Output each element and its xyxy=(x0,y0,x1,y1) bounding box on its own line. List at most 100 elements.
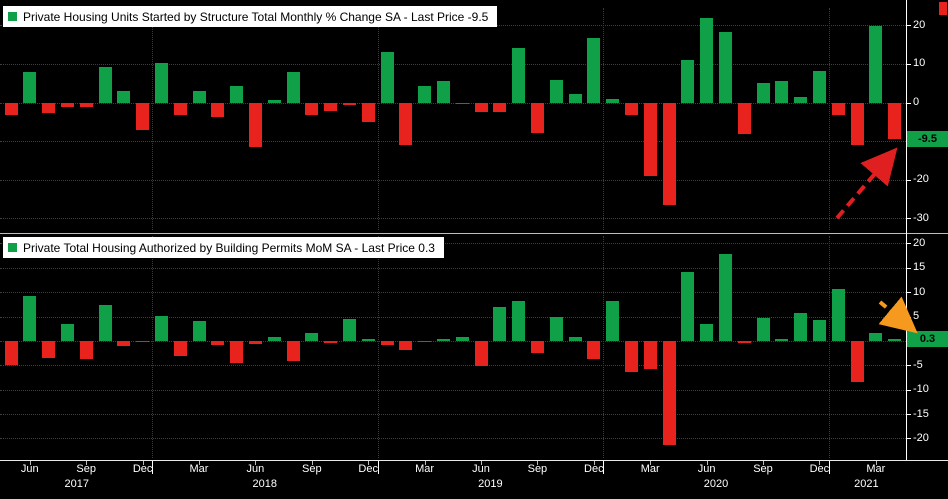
bar xyxy=(737,340,751,344)
y-tick xyxy=(907,292,911,294)
year-label: 2021 xyxy=(854,478,879,490)
y-tick xyxy=(907,414,911,416)
bar xyxy=(173,102,187,116)
bar xyxy=(850,102,864,146)
x-tick-label: Dec xyxy=(358,463,378,475)
x-tick-label: Mar xyxy=(866,463,886,475)
x-tick xyxy=(255,461,257,465)
bar xyxy=(23,296,37,341)
bar xyxy=(136,340,150,343)
bar xyxy=(324,102,338,111)
h-gridline xyxy=(0,218,906,220)
bar xyxy=(42,102,56,113)
bar xyxy=(474,102,488,113)
bar xyxy=(117,340,131,346)
bar xyxy=(850,340,864,383)
h-gridline xyxy=(0,389,906,391)
permits-legend-square-icon xyxy=(8,243,17,252)
bar xyxy=(812,320,826,341)
y-tick-label: -20 xyxy=(913,431,929,444)
permits-title: Private Total Housing Authorized by Buil… xyxy=(23,240,435,255)
x-axis-line xyxy=(0,460,948,461)
y-tick xyxy=(907,243,911,245)
x-tick-label: Sep xyxy=(753,463,773,475)
h-gridline xyxy=(0,267,906,269)
h-gridline xyxy=(0,179,906,181)
y-tick-label: 20 xyxy=(913,18,926,31)
h-gridline xyxy=(0,63,906,65)
bar xyxy=(455,102,469,105)
bar xyxy=(173,340,187,357)
bar xyxy=(192,320,206,341)
x-tick xyxy=(481,461,482,465)
bar xyxy=(154,316,168,341)
x-tick xyxy=(593,461,595,465)
bar xyxy=(737,102,751,134)
h-gridline xyxy=(0,243,906,245)
bar xyxy=(98,67,112,103)
x-tick xyxy=(424,461,426,465)
bar xyxy=(380,52,394,103)
bar xyxy=(380,340,394,345)
bar xyxy=(286,71,300,103)
x-tick xyxy=(819,461,821,465)
bar xyxy=(775,81,789,103)
bar xyxy=(42,340,56,358)
bar xyxy=(79,102,93,108)
panel-separator xyxy=(0,233,948,234)
h-gridline xyxy=(0,292,906,294)
bar xyxy=(624,102,638,115)
year-label: 2020 xyxy=(703,478,729,490)
starts-last-price-badge: -9.5 xyxy=(907,131,948,148)
bar xyxy=(305,102,319,116)
bar xyxy=(211,102,225,118)
bar xyxy=(248,340,262,345)
year-gridline xyxy=(152,8,153,230)
permits-title-box[interactable]: Private Total Housing Authorized by Buil… xyxy=(3,237,444,258)
bar xyxy=(775,339,789,341)
starts-title: Private Housing Units Started by Structu… xyxy=(23,9,489,24)
x-tick xyxy=(706,461,708,465)
top-right-red-marker xyxy=(939,2,947,15)
bar xyxy=(436,80,450,103)
bar xyxy=(60,102,74,107)
bar xyxy=(756,317,770,341)
bar xyxy=(530,102,544,134)
bar xyxy=(549,316,563,341)
x-tick-label: Dec xyxy=(809,463,830,475)
h-gridline xyxy=(0,141,906,143)
bar xyxy=(248,102,262,147)
y-tick-label: 10 xyxy=(913,285,926,298)
bar xyxy=(794,312,808,341)
y-tick-label: -20 xyxy=(913,173,929,186)
x-tick-label: Dec xyxy=(584,463,604,475)
bar xyxy=(643,102,657,176)
bar xyxy=(888,339,902,341)
h-gridline xyxy=(0,102,906,104)
bar xyxy=(192,91,206,103)
y-tick xyxy=(907,63,911,65)
bar xyxy=(888,102,902,140)
h-gridline xyxy=(0,414,906,416)
y-tick-label: 10 xyxy=(913,57,926,70)
x-tick xyxy=(142,461,144,465)
bar xyxy=(267,100,281,103)
bar xyxy=(812,70,826,103)
bar xyxy=(211,340,225,346)
bar xyxy=(700,323,714,341)
bar xyxy=(342,318,356,341)
year-label: 2017 xyxy=(64,478,90,490)
bar xyxy=(4,102,18,115)
bar xyxy=(418,85,432,103)
x-tick-label: Mar xyxy=(189,463,209,475)
x-tick-label: Sep xyxy=(302,463,322,475)
bar xyxy=(606,300,620,341)
y-tick-label: 15 xyxy=(913,261,926,274)
starts-title-box[interactable]: Private Housing Units Started by Structu… xyxy=(3,6,498,27)
y-tick xyxy=(907,218,911,220)
bar xyxy=(493,102,507,112)
bar xyxy=(305,332,319,341)
bar xyxy=(549,80,563,103)
year-gridline xyxy=(152,236,153,458)
year-divider-tick xyxy=(152,461,153,474)
